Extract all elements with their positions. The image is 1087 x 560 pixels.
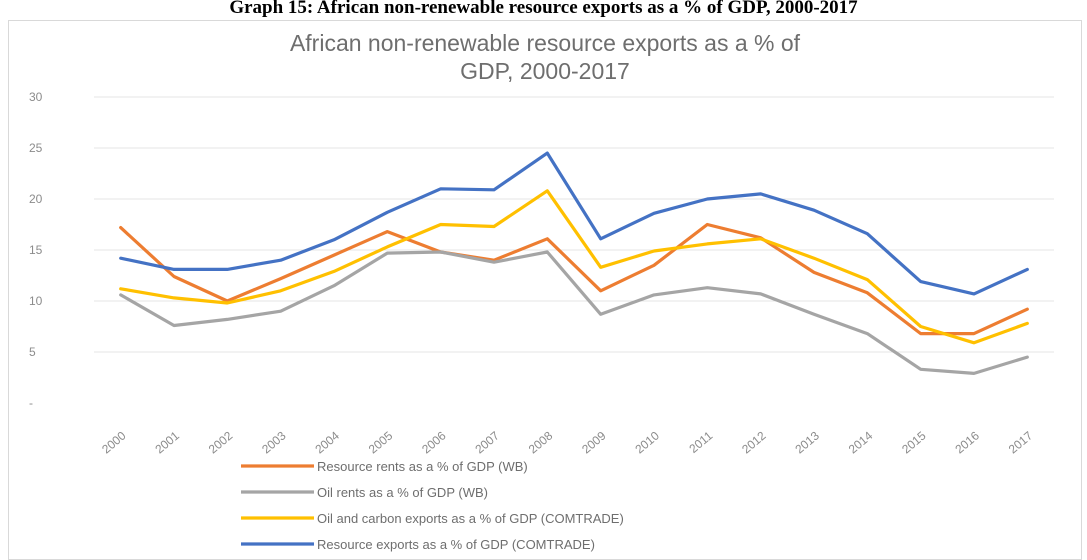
x-tick-label: 2015 <box>899 428 929 456</box>
x-tick-label: 2013 <box>792 428 822 456</box>
y-tick-label: 20 <box>29 192 43 206</box>
series-line-2 <box>119 250 1029 375</box>
y-tick-label: 30 <box>29 90 43 104</box>
y-tick-label: 10 <box>29 294 43 308</box>
series-lines <box>119 151 1029 375</box>
series-line-3 <box>119 189 1029 345</box>
x-tick-label: 2003 <box>259 428 289 456</box>
x-axis-ticks: 2000 2001 2002 2003 2004 2005 2006 2007 2008 2009… <box>99 428 1035 456</box>
chart-title-line: African non-renewable resource exports a… <box>290 30 801 56</box>
x-tick-label: 2014 <box>846 428 876 456</box>
x-tick-label: 2011 <box>686 428 715 456</box>
x-tick-label: 2006 <box>419 428 449 456</box>
legend-label: Oil and carbon exports as a % of GDP (CO… <box>317 511 624 526</box>
legend-label: Oil rents as a % of GDP (WB) <box>317 485 488 500</box>
legend-label: Resource exports as a % of GDP (COMTRADE… <box>317 537 595 552</box>
y-axis-ticks: 30 25 20 15 10 5 - <box>29 90 43 410</box>
y-tick-label: 15 <box>29 243 43 257</box>
x-tick-label: 2010 <box>632 428 662 456</box>
x-tick-label: 2001 <box>152 428 182 456</box>
graph-caption: Graph 15: African non-renewable resource… <box>229 0 858 18</box>
y-tick-label: - <box>29 396 33 410</box>
x-tick-label: 2016 <box>952 428 982 456</box>
x-tick-label: 2008 <box>526 428 556 456</box>
x-tick-label: 2005 <box>366 428 396 456</box>
x-tick-label: 2004 <box>312 428 342 456</box>
x-tick-label: 2017 <box>1006 428 1036 456</box>
x-tick-label: 2012 <box>739 428 769 456</box>
legend: Resource rents as a % of GDP (WB) Oil ren… <box>241 459 624 552</box>
legend-label: Resource rents as a % of GDP (WB) <box>317 459 528 474</box>
series-line-1 <box>119 222 1029 336</box>
series-line-4 <box>119 151 1029 296</box>
x-tick-label: 2007 <box>472 428 502 456</box>
y-tick-label: 5 <box>29 345 36 359</box>
x-tick-label: 2000 <box>99 428 129 456</box>
x-tick-label: 2002 <box>206 428 236 456</box>
chart-container: African non-renewable resource exports a… <box>8 20 1082 560</box>
y-tick-label: 25 <box>29 141 43 155</box>
gridlines <box>94 96 1054 353</box>
x-tick-label: 2009 <box>579 428 609 456</box>
chart-title: African non-renewable resource exports a… <box>290 30 801 84</box>
chart-title-line: GDP, 2000-2017 <box>460 58 630 84</box>
line-chart: African non-renewable resource exports a… <box>29 30 1054 552</box>
